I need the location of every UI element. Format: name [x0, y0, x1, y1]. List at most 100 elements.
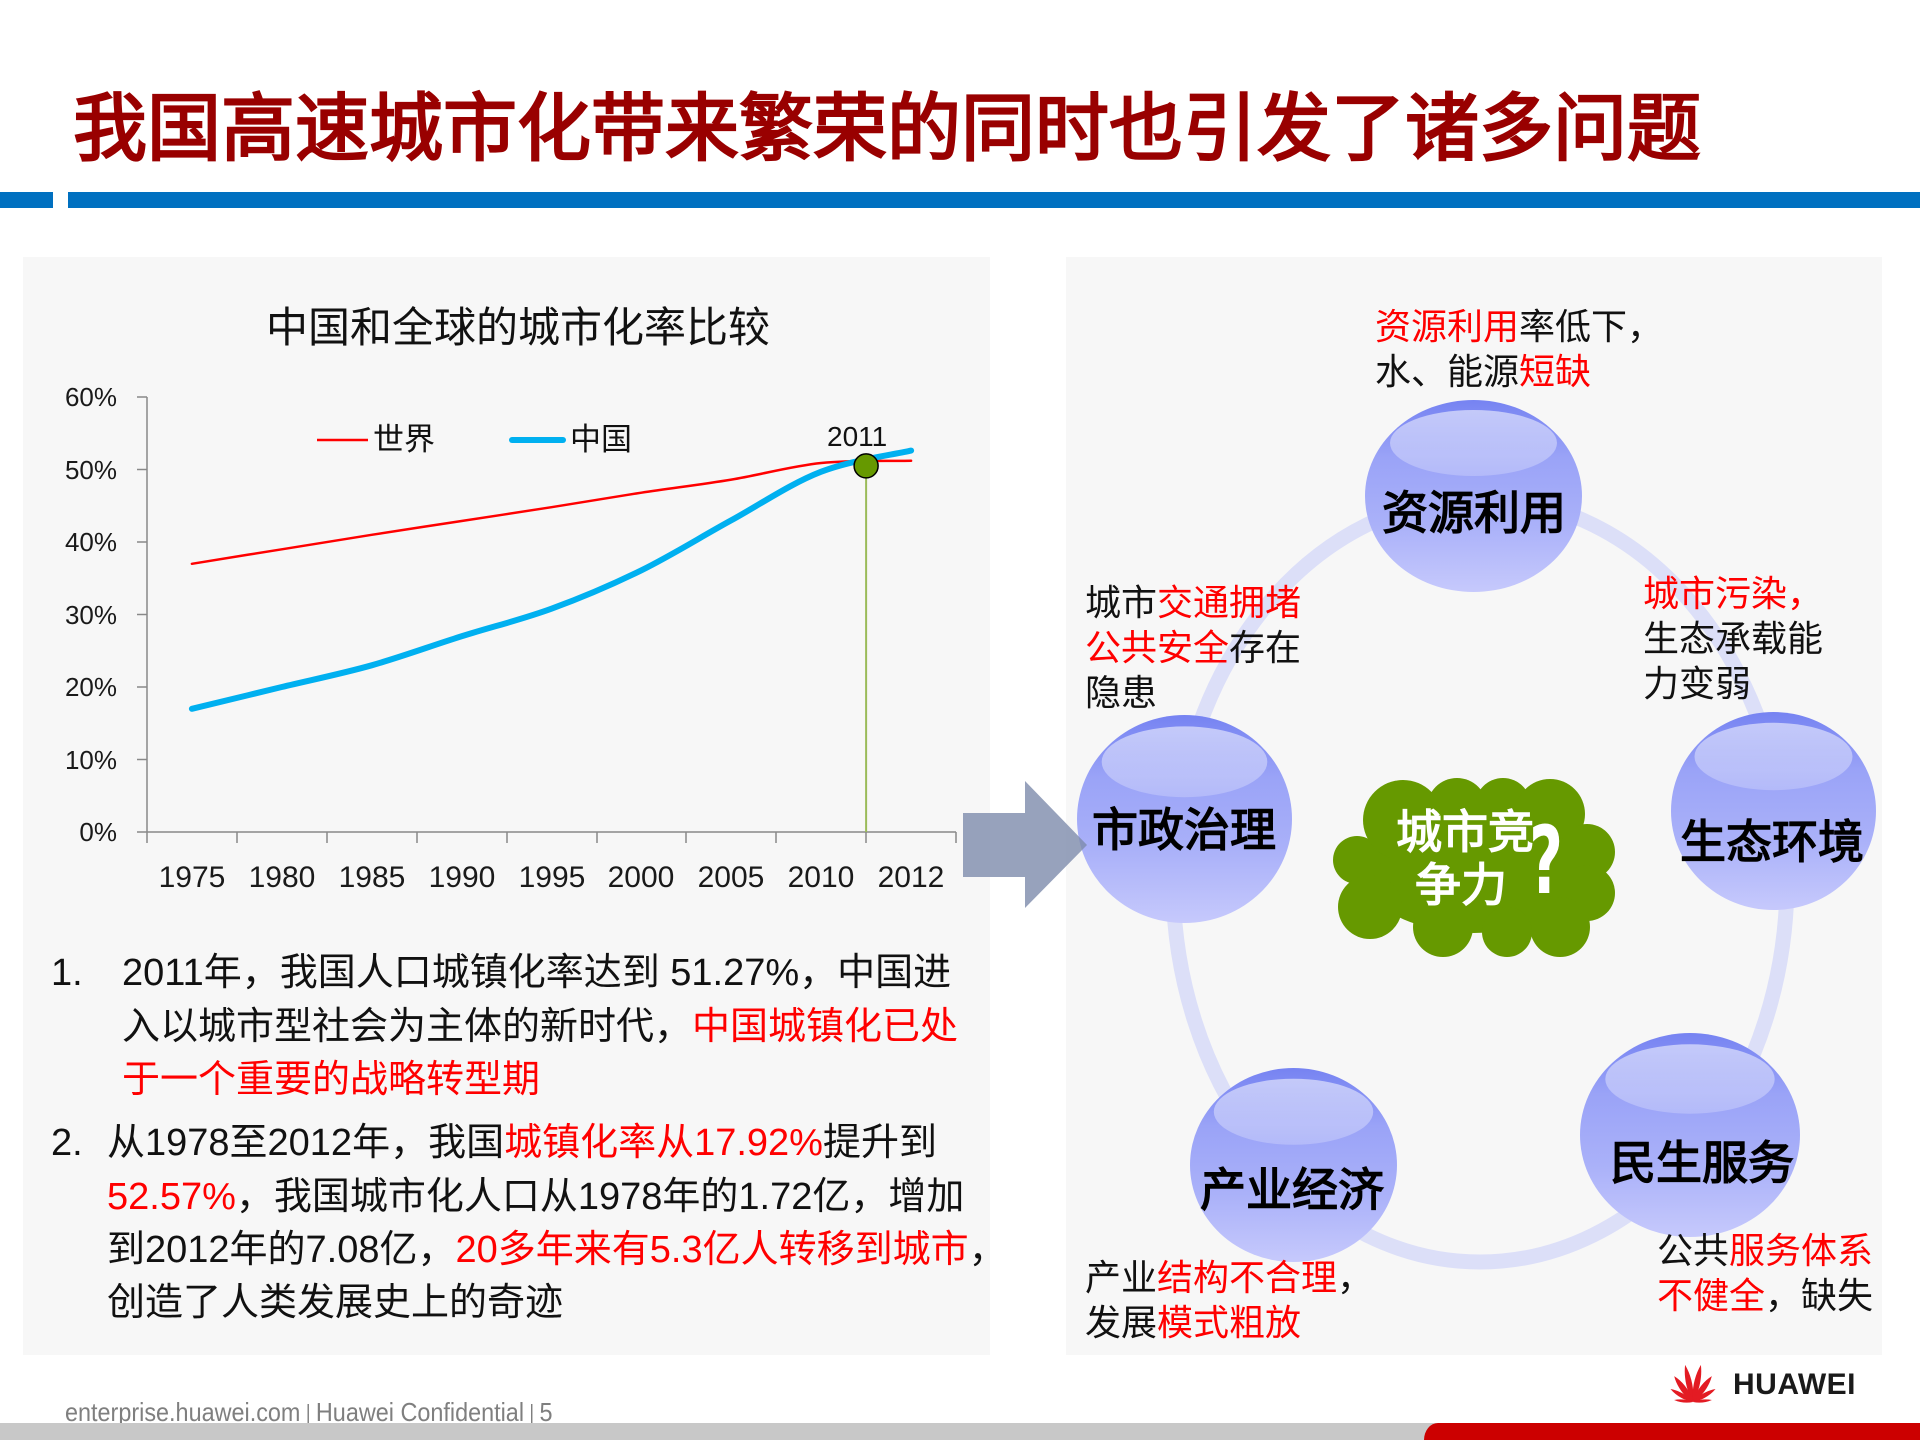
note-text: 2011年，我国人口城镇化率达到 51.27%，中国进	[122, 952, 952, 994]
node-label-livelihood: 民生服务	[1610, 1136, 1794, 1190]
y-tick-label: 60%	[64, 382, 117, 412]
note-highlight-text: 服务体系	[1729, 1230, 1874, 1271]
note-text: 创造了人类发展史上的奇迹	[107, 1282, 564, 1324]
note-line: 生态承载能	[1643, 616, 1823, 661]
note-highlight-text: 中国城镇化已处	[692, 1006, 959, 1048]
note-highlight-text: 短缺	[1519, 351, 1592, 392]
x-axis	[146, 831, 957, 843]
bubble-ecology	[1671, 712, 1876, 910]
bubble-livelihood	[1580, 1033, 1800, 1237]
footer-site: enterprise.huawei.com	[65, 1397, 301, 1427]
cloud-shape	[1333, 778, 1615, 957]
note-text: 水、能源	[1375, 351, 1520, 392]
title-rule	[68, 192, 1920, 208]
footer-separator: |	[529, 1402, 535, 1424]
competitiveness-diagram	[1077, 400, 1876, 1270]
note-line: 发展模式粗放	[1085, 1300, 1373, 1345]
y-tick-label: 0%	[79, 817, 117, 847]
chart-title: 中国和全球的城市化率比较	[265, 303, 770, 352]
node-label-governance: 市政治理	[1092, 803, 1276, 857]
note-text: 产业	[1085, 1257, 1158, 1298]
note-line: 公共服务体系	[1657, 1228, 1873, 1273]
node-label-ecology: 生态环境	[1680, 815, 1864, 869]
x-tick-label: 2012	[877, 861, 945, 894]
note-line: 城市污染，	[1643, 571, 1823, 616]
note-highlight-text: 20多年来有5.3亿人转移到城市	[455, 1229, 969, 1271]
bubble-governance	[1077, 715, 1292, 923]
x-tick-label: 1980	[248, 861, 316, 894]
note-line: 52.57%，我国城市化人口从1978年的1.72亿，增加	[107, 1171, 964, 1223]
node-label-industry: 产业经济	[1200, 1163, 1384, 1217]
y-tick-label: 30%	[64, 599, 117, 630]
note-text: 城市	[1085, 582, 1158, 623]
note-highlight-text: 公共安全	[1085, 627, 1230, 668]
note-highlight-text: 52.57%	[107, 1176, 236, 1218]
note-line: 2011年，我国人口城镇化率达到 51.27%，中国进	[122, 947, 951, 999]
note-highlight-text: 模式粗放	[1157, 1302, 1302, 1343]
cloud-label-line1: 城市竞	[1396, 805, 1534, 859]
right-arrow-icon	[963, 781, 1087, 908]
series-line-world	[190, 459, 913, 566]
note-text: 入以城市型社会为主体的新时代，	[122, 1006, 693, 1048]
note-line: 入以城市型社会为主体的新时代，中国城镇化已处	[122, 1001, 958, 1053]
list-number: 2.	[51, 1122, 83, 1164]
note-text: 生态承载能	[1643, 618, 1824, 659]
node-label-resource: 资源利用	[1382, 486, 1566, 540]
bubble-resource	[1365, 400, 1582, 592]
note-line: 创造了人类发展史上的奇迹	[107, 1277, 563, 1329]
note-text: ，缺失	[1765, 1275, 1874, 1316]
series-line-china	[188, 447, 915, 712]
note-line: 不健全，缺失	[1657, 1273, 1873, 1318]
note-text: 提升到	[822, 1122, 937, 1164]
cloud-label-line2: 争力	[1415, 858, 1507, 912]
brand-wordmark: HUAWEI	[1733, 1368, 1856, 1401]
annotation-marker	[853, 453, 879, 479]
footer-separator: |	[305, 1402, 311, 1424]
note-line: 于一个重要的战略转型期	[122, 1054, 540, 1106]
y-tick-label: 40%	[64, 527, 117, 557]
slide-title: 我国高速城市化带来繁荣的同时也引发了诸多问题	[73, 86, 1701, 172]
annotation-label: 2011	[827, 421, 888, 452]
note-line: 隐患	[1085, 670, 1301, 715]
footer-text: enterprise.huawei.com | Huawei Confidentia…	[65, 1397, 553, 1430]
note-highlight-text: 于一个重要的战略转型期	[122, 1059, 541, 1101]
y-axis	[137, 396, 148, 833]
note-text: 发展	[1085, 1302, 1158, 1343]
note-text: ，	[1337, 1257, 1374, 1298]
note-text: 到2012年的7.08亿，	[107, 1229, 456, 1271]
node-note-resource: 资源利用率低下， 水、能源短缺	[1375, 304, 1663, 394]
node-note-livelihood: 公共服务体系 不健全，缺失	[1657, 1228, 1873, 1318]
title-rule-left-segment	[0, 192, 53, 208]
x-tick-label: 1990	[428, 861, 496, 894]
y-tick-label: 20%	[64, 672, 117, 702]
legend-label-world: 世界	[373, 422, 435, 458]
footer-band-red	[1424, 1423, 1920, 1440]
note-highlight-text: 交通拥堵	[1157, 582, 1302, 623]
left-panel	[23, 257, 990, 1355]
note-line: 公共安全存在	[1085, 625, 1301, 670]
page-number: 5	[539, 1397, 553, 1427]
note-highlight-text: 不健全	[1657, 1275, 1766, 1316]
list-number: 1.	[51, 952, 83, 994]
note-text: ，	[968, 1229, 1007, 1271]
node-note-ecology: 城市污染， 生态承载能 力变弱	[1643, 571, 1823, 706]
bubble-industry	[1190, 1068, 1397, 1262]
node-note-industry: 产业结构不合理， 发展模式粗放	[1085, 1255, 1373, 1345]
note-text: 存在	[1229, 627, 1302, 668]
note-highlight-text: 城镇化率从17.92%	[504, 1122, 823, 1164]
note-line: 力变弱	[1643, 661, 1823, 706]
question-mark-icon: ?	[1529, 807, 1563, 916]
note-line: 水、能源短缺	[1375, 349, 1663, 394]
note-line: 资源利用率低下，	[1375, 304, 1663, 349]
y-tick-label: 50%	[64, 454, 117, 485]
footer-classification: Huawei Confidential	[315, 1397, 525, 1427]
note-text: ，我国城市化人口从1978年的1.72亿，增加	[235, 1176, 965, 1218]
note-line: 从1978至2012年，我国城镇化率从17.92%提升到	[107, 1117, 937, 1169]
note-text: 公共	[1657, 1230, 1730, 1271]
note-text: 率低下，	[1519, 306, 1664, 347]
note-text: 隐患	[1085, 672, 1158, 713]
x-tick-label: 2000	[607, 861, 675, 894]
note-highlight-text: 城市污染，	[1643, 573, 1824, 614]
note-text: 从1978至2012年，我国	[107, 1122, 505, 1164]
note-line: 产业结构不合理，	[1085, 1255, 1373, 1300]
